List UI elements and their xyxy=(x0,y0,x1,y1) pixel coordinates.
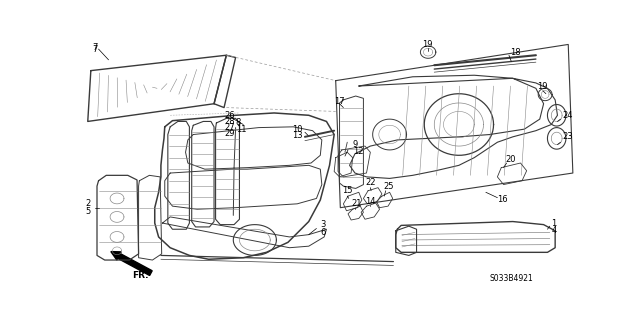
Text: 19: 19 xyxy=(538,82,548,91)
Text: 22: 22 xyxy=(365,178,376,187)
Text: 3: 3 xyxy=(320,220,326,229)
Text: 6: 6 xyxy=(320,228,326,237)
Text: 14: 14 xyxy=(365,197,376,206)
Text: 20: 20 xyxy=(505,155,516,164)
Text: S033B4921: S033B4921 xyxy=(490,274,534,283)
Text: 25: 25 xyxy=(383,182,394,191)
Text: 7: 7 xyxy=(92,43,98,52)
Text: 4: 4 xyxy=(551,226,557,235)
Text: 8: 8 xyxy=(236,118,241,128)
Text: 9: 9 xyxy=(353,140,358,149)
Text: 27: 27 xyxy=(224,123,235,132)
Text: 12: 12 xyxy=(353,147,363,156)
Text: FR.: FR. xyxy=(132,271,148,280)
Text: 19: 19 xyxy=(422,40,433,49)
Text: 16: 16 xyxy=(497,196,508,204)
Text: 23: 23 xyxy=(563,132,573,141)
Text: 28: 28 xyxy=(224,117,235,126)
Text: 10: 10 xyxy=(292,125,303,134)
Text: 29: 29 xyxy=(224,129,234,138)
Text: 26: 26 xyxy=(224,111,235,120)
Text: 18: 18 xyxy=(509,48,520,57)
Text: 24: 24 xyxy=(563,111,573,120)
Text: 13: 13 xyxy=(292,131,303,140)
Text: 5: 5 xyxy=(86,207,91,216)
Text: 17: 17 xyxy=(334,97,345,106)
Text: 2: 2 xyxy=(86,199,91,208)
Text: 7: 7 xyxy=(92,45,98,54)
FancyArrow shape xyxy=(111,252,152,276)
Text: 15: 15 xyxy=(342,186,353,195)
Text: 11: 11 xyxy=(236,125,246,134)
Text: 1: 1 xyxy=(551,219,557,227)
Text: 21: 21 xyxy=(351,199,362,208)
